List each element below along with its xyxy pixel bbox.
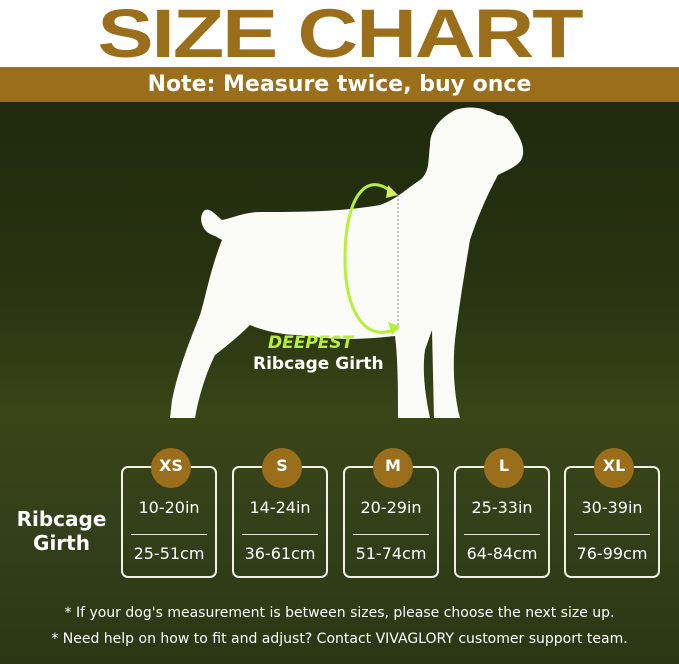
size-badge: XS [151,448,191,488]
divider [353,534,429,535]
row-label-text: Ribcage Girth [16,507,107,555]
size-cm: 76-99cm [576,544,648,563]
subtitle-band: Note: Measure twice, buy once [0,67,679,102]
size-card-s: S 14-24in 36-61cm [232,448,328,578]
divider [131,534,207,535]
size-card-xl: XL 30-39in 76-99cm [564,448,660,578]
size-cm: 25-51cm [133,544,205,563]
size-badge: L [484,448,524,488]
size-card-xs: XS 10-20in 25-51cm [121,448,217,578]
ribcage-girth-label: Ribcage Girth [253,354,384,374]
size-card-l: L 25-33in 64-84cm [454,448,550,578]
size-inches: 30-39in [581,498,643,517]
size-inches: 10-20in [138,498,200,517]
divider [242,534,318,535]
divider [574,534,650,535]
dog-silhouette [170,107,524,419]
size-cm: 36-61cm [244,544,316,563]
size-inches: 20-29in [360,498,422,517]
size-badge: XL [594,448,634,488]
note-1: * If your dog's measurement is between s… [64,605,615,621]
size-cm: 51-74cm [355,544,427,563]
size-badge: S [262,448,302,488]
row-label: Ribcage Girth [14,507,109,555]
size-inches: 14-24in [249,498,311,517]
size-inches: 25-33in [471,498,533,517]
note-2: * Need help on how to fit and adjust? Co… [51,631,628,647]
size-card-m: M 20-29in 51-74cm [343,448,439,578]
size-cm: 64-84cm [466,544,538,563]
arrow-head-icon [388,322,400,335]
arrow-head-icon [386,185,398,198]
divider [464,534,540,535]
size-badge: M [373,448,413,488]
deepest-label: DEEPEST [268,333,354,353]
page-title: SIZE CHART [97,0,584,72]
girth-arrow [343,183,399,334]
